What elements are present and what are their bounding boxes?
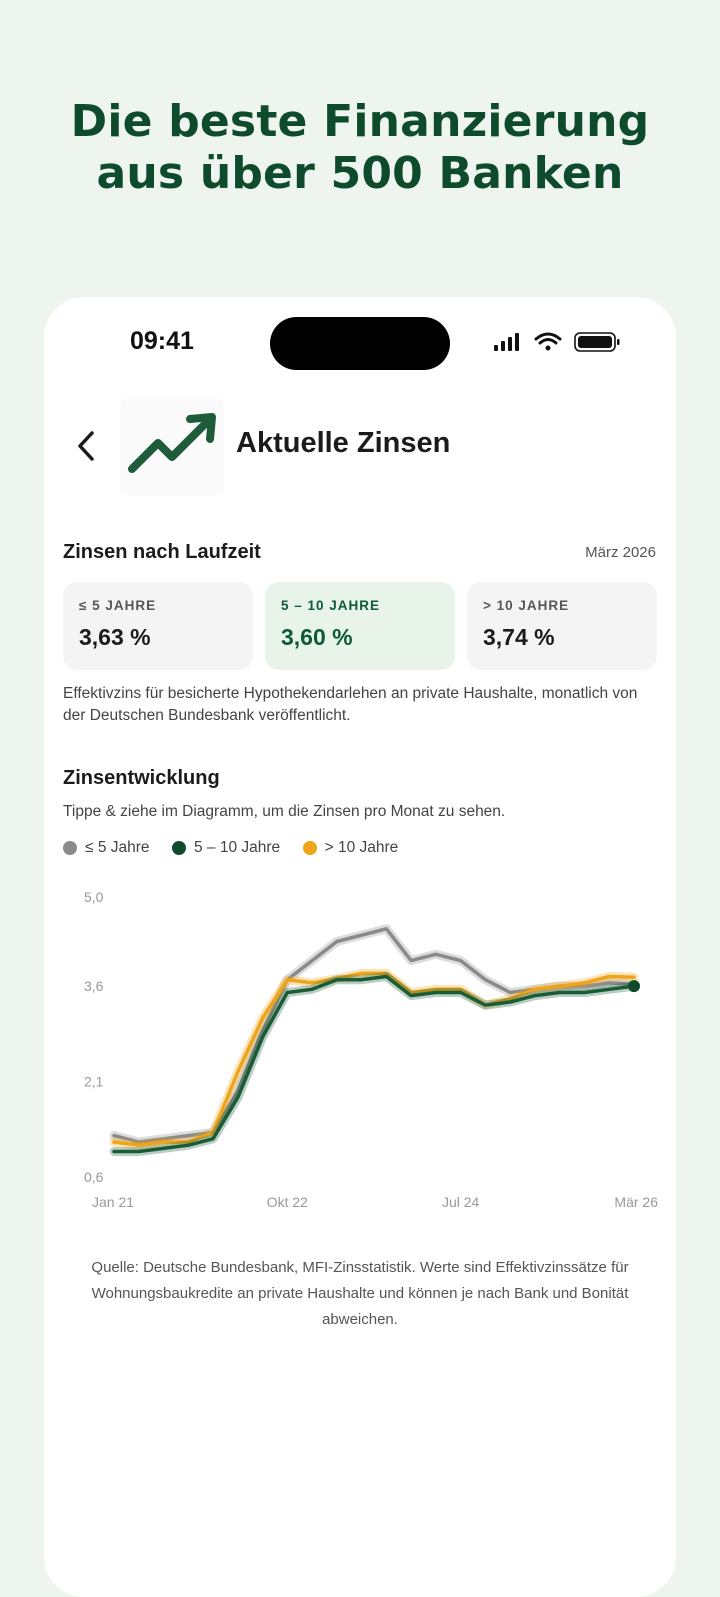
- rate-card-value: 3,63 %: [79, 624, 151, 650]
- series-line-glow: [109, 968, 639, 1150]
- rate-card-up-to-5-years[interactable]: ≤ 5 JAHRE 3,63 %: [63, 582, 253, 670]
- legend-dot-green: [171, 841, 186, 855]
- legend-dot-yellow: [302, 841, 317, 855]
- rate-card-label: ≤ 5 JAHRE: [79, 598, 157, 613]
- rates-description: Effektivzins für besicherte Hypothekenda…: [63, 685, 638, 724]
- legend-item-over-10-years[interactable]: > 10 Jahre: [302, 839, 399, 857]
- rates-date: März 2026: [585, 544, 656, 561]
- signal-icon: [494, 333, 519, 351]
- rate-card-value: 3,60 %: [281, 624, 353, 650]
- back-chevron-icon[interactable]: [72, 427, 102, 465]
- x-tick-label: Jul 24: [442, 1194, 480, 1210]
- series-end-marker: [628, 980, 640, 993]
- y-tick-label: 0,6: [84, 1169, 104, 1185]
- y-tick-label: 5,0: [84, 889, 104, 905]
- legend-label: 5 – 10 Jahre: [193, 839, 281, 856]
- rate-card-value: 3,74 %: [483, 624, 555, 650]
- rate-card-label: > 10 JAHRE: [483, 598, 570, 613]
- legend-label: > 10 Jahre: [324, 839, 399, 856]
- legend-item-5-to-10-years[interactable]: 5 – 10 Jahre: [171, 839, 281, 857]
- source-note: Quelle: Deutsche Bundesbank, MFI-Zinssta…: [91, 1259, 629, 1328]
- promo-headline: Die beste Finanzierung aus über 500 Bank…: [0, 96, 720, 200]
- rate-card-5-to-10-years[interactable]: 5 – 10 JAHRE 3,60 %: [265, 582, 455, 670]
- trending-up-icon: [120, 399, 224, 495]
- y-tick-label: 3,6: [84, 978, 104, 994]
- x-tick-label: Jan 21: [92, 1194, 134, 1210]
- phone-screen: 09:41 Aktuelle Zinsen Zinsen nach Laufze…: [44, 297, 676, 1597]
- chart-hint: Tippe & ziehe im Diagramm, um die Zinsen…: [63, 803, 506, 820]
- chart-legend: ≤ 5 Jahre 5 – 10 Jahre > 10 Jahre: [63, 839, 416, 861]
- series-line-glow: [109, 924, 639, 1147]
- rates-section-title: Zinsen nach Laufzeit: [63, 541, 261, 563]
- battery-icon: [574, 332, 620, 352]
- legend-label: ≤ 5 Jahre: [85, 839, 150, 856]
- legend-dot-gray: [63, 841, 77, 855]
- rate-card-over-10-years[interactable]: > 10 JAHRE 3,74 %: [467, 582, 657, 670]
- y-tick-label: 2,1: [84, 1074, 104, 1090]
- series-line-2: [112, 971, 636, 1147]
- series-line-0: [112, 927, 636, 1144]
- x-tick-label: Mär 26: [614, 1194, 658, 1210]
- page-title: Aktuelle Zinsen: [236, 427, 451, 459]
- x-tick-label: Okt 22: [267, 1194, 308, 1210]
- wifi-icon: [534, 332, 562, 351]
- rate-card-label: 5 – 10 JAHRE: [281, 598, 381, 613]
- dynamic-island: [270, 317, 450, 370]
- trend-section-title: Zinsentwicklung: [63, 767, 220, 789]
- status-time: 09:41: [130, 327, 194, 355]
- rate-cards: ≤ 5 JAHRE 3,63 % 5 – 10 JAHRE 3,60 % > 1…: [63, 582, 657, 670]
- promo-headline-line2: aus über 500 Banken: [96, 148, 624, 199]
- promo-headline-line1: Die beste Finanzierung: [70, 96, 650, 147]
- series-line-1: [112, 974, 636, 1154]
- legend-item-up-to-5-years[interactable]: ≤ 5 Jahre: [63, 839, 150, 857]
- series-line-glow: [109, 972, 639, 1156]
- status-icons: [494, 332, 620, 352]
- interest-rate-chart[interactable]: 5,0 3,6 2,1 0,6 Jan 21 Okt 22 Jul 24 Mär 26: [44, 877, 676, 1227]
